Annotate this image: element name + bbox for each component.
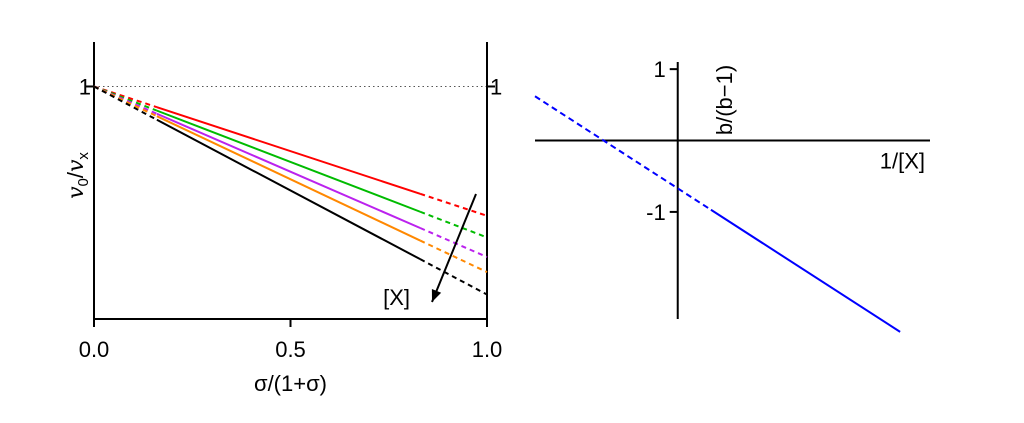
- series-4-solid: [156, 118, 421, 261]
- y-axis-label: v0/vx: [63, 152, 92, 199]
- y-label-v0: v: [64, 186, 89, 199]
- y-label-sub0: 0: [75, 178, 92, 186]
- series-0-solid: [156, 106, 421, 195]
- y-tick-label-right: 1: [490, 74, 502, 99]
- series-2-solid: [156, 112, 421, 229]
- right-y-tick-minus1: -1: [646, 200, 666, 225]
- right-tick-marks: [669, 68, 678, 213]
- left-tick-marks: [86, 85, 495, 327]
- left-series-group: [93, 85, 488, 296]
- right-series-solid: [710, 208, 901, 333]
- y-label-subx: x: [75, 152, 92, 160]
- series-4-dash-start: [93, 85, 158, 121]
- series-3-solid: [156, 115, 421, 242]
- x-tick-label-2: 1.0: [472, 337, 503, 362]
- arrow-head: [431, 289, 442, 302]
- series-2-dash-end: [419, 227, 488, 258]
- left-chart: 1 1 0.0 0.5 1.0 σ/(1+σ) v0/vx [X]: [63, 42, 502, 396]
- y-tick-label-left: 1: [79, 74, 91, 99]
- series-4-dash-end: [419, 258, 488, 296]
- direction-arrow: [431, 193, 477, 303]
- series-1-dash-end: [419, 210, 488, 239]
- x-tick-label-0: 0.0: [79, 337, 110, 362]
- right-series-dashed: [534, 95, 712, 211]
- right-y-tick-1: 1: [653, 57, 665, 82]
- series-1-solid: [156, 109, 421, 213]
- y-label-vx: v: [64, 159, 89, 172]
- annotation-x-label: [X]: [383, 285, 410, 310]
- right-x-axis-label: 1/[X]: [880, 149, 925, 174]
- right-chart: 1 -1 1/[X] b/(b−1): [534, 57, 930, 333]
- y-label-slash: /: [63, 171, 88, 178]
- series-0-dash-end: [419, 192, 488, 217]
- x-tick-label-1: 0.5: [275, 337, 306, 362]
- x-axis-label: σ/(1+σ): [254, 371, 327, 396]
- series-3-dash-end: [419, 239, 488, 273]
- right-y-axis-label: b/(b−1): [712, 65, 737, 135]
